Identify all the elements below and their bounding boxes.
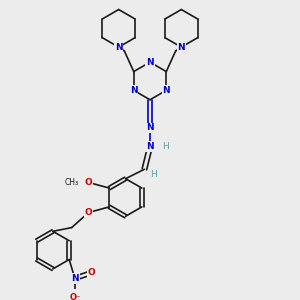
Text: H: H: [162, 142, 168, 151]
Text: O: O: [88, 268, 96, 277]
Text: N: N: [146, 142, 154, 151]
Text: N: N: [178, 43, 185, 52]
Text: N: N: [146, 58, 154, 67]
Text: O: O: [85, 208, 92, 217]
Text: O⁻: O⁻: [69, 292, 80, 300]
Text: O: O: [85, 178, 92, 187]
Text: N: N: [115, 43, 122, 52]
Text: N: N: [146, 123, 154, 132]
Text: N: N: [130, 86, 137, 95]
Text: CH₃: CH₃: [64, 178, 79, 187]
Text: H: H: [150, 170, 157, 179]
Text: N: N: [163, 86, 170, 95]
Text: N: N: [71, 274, 79, 283]
